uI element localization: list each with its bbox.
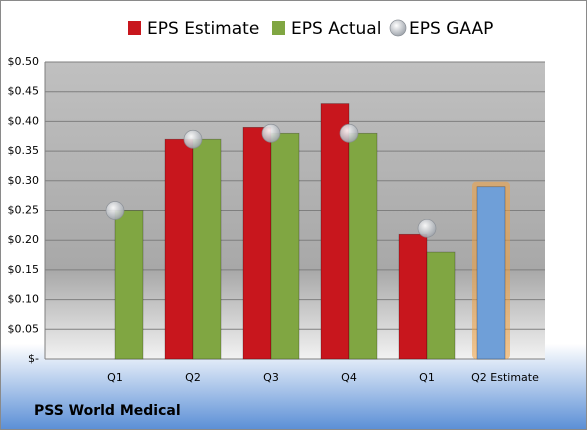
x-tick-label: Q1 [107,371,123,384]
y-tick-label: $0.40 [8,114,40,127]
y-tick-label: $0.35 [8,144,40,157]
y-tick-label: $0.05 [8,322,40,335]
legend-label: EPS Actual [291,19,381,39]
y-tick-label: $0.30 [8,174,40,187]
chart-title: PSS World Medical [34,403,181,419]
y-tick-label: $0.50 [8,55,40,68]
y-tick-label: $0.15 [8,263,40,276]
legend-swatch [272,21,285,35]
x-tick-label: Q2 [185,371,201,384]
legend-label: EPS GAAP [409,19,493,39]
bar [348,132,378,360]
bar [242,126,272,360]
bar [320,103,350,360]
bar [192,138,222,360]
x-tick-label: Q2 Estimate [471,371,539,384]
legend-label: EPS Estimate [147,19,259,39]
bar [426,251,456,360]
gaap-point [261,123,281,143]
legend-swatch [389,19,407,37]
gaap-point [339,123,359,143]
y-tick-label: $0.45 [8,85,40,98]
gaap-point [105,201,125,220]
bar [476,186,506,360]
bar [114,210,144,360]
bar [270,132,300,360]
bar [398,233,428,360]
gaap-point [183,129,203,149]
y-tick-label: $0.25 [8,204,40,217]
y-tick-label: $0.10 [8,293,40,306]
x-tick-label: Q4 [341,371,357,384]
legend-swatch [128,21,141,35]
bar [164,138,194,360]
y-tick-label: $- [28,352,39,365]
x-tick-label: Q1 [419,371,435,384]
x-tick-label: Q3 [263,371,279,384]
gaap-point [417,218,437,238]
y-tick-label: $0.20 [8,233,40,246]
